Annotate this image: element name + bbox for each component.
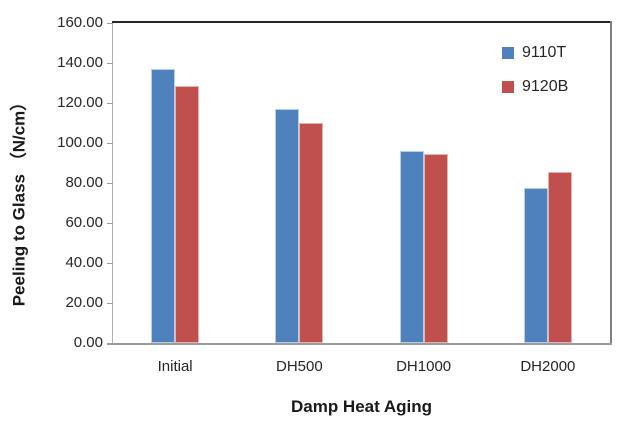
plot-area (113, 23, 610, 343)
y-tick-mark (107, 263, 113, 264)
plot-border-right (610, 21, 612, 345)
y-tick-label-140.00: 140.00 (57, 54, 103, 71)
y-tick-mark (107, 303, 113, 304)
legend-item-9120B: 9120B (502, 75, 568, 99)
x-axis-title: Damp Heat Aging (290, 397, 433, 416)
y-tick-label-0.00: 0.00 (73, 334, 103, 351)
legend-label: 9110T (522, 44, 567, 61)
legend-swatch-icon (502, 81, 514, 93)
bar-9110T-DH1000 (399, 151, 424, 343)
bar-9110T-Initial (151, 69, 176, 343)
plot-border-top (112, 21, 612, 23)
y-tick-label-100.00: 100.00 (57, 134, 103, 151)
legend: 9110T 9120B (502, 41, 568, 109)
bar-9120B-DH2000 (547, 172, 572, 343)
y-tick-mark (107, 343, 113, 344)
bar-9110T-DH500 (275, 109, 300, 343)
bar-9120B-DH500 (299, 123, 324, 343)
y-tick-mark (107, 103, 113, 104)
x-tick-label-DH2000: DH2000 (520, 358, 576, 375)
y-tick-label-40.00: 40.00 (65, 254, 103, 271)
bar-9120B-DH1000 (423, 154, 448, 343)
y-tick-label-160.00: 160.00 (57, 14, 103, 31)
y-tick-mark (107, 223, 113, 224)
y-axis-title: Peeling to Glass （N/cm） (9, 93, 29, 307)
x-tick-label-Initial: Initial (157, 358, 193, 375)
y-tick-mark (107, 183, 113, 184)
legend-item-9110T: 9110T (502, 41, 568, 65)
x-axis-line (107, 343, 612, 345)
y-tick-label-80.00: 80.00 (65, 174, 103, 191)
legend-label: 9120B (522, 78, 569, 95)
y-tick-label-60.00: 60.00 (65, 214, 103, 231)
y-tick-mark (107, 63, 113, 64)
x-tick-label-DH1000: DH1000 (396, 358, 452, 375)
bar-9110T-DH2000 (523, 188, 548, 343)
y-tick-mark (107, 143, 113, 144)
y-tick-mark (107, 23, 113, 24)
y-tick-label-120.00: 120.00 (57, 94, 103, 111)
legend-swatch-icon (502, 47, 514, 59)
x-tick-label-DH500: DH500 (276, 358, 323, 375)
bar-9120B-Initial (175, 86, 200, 343)
y-tick-label-20.00: 20.00 (65, 294, 103, 311)
